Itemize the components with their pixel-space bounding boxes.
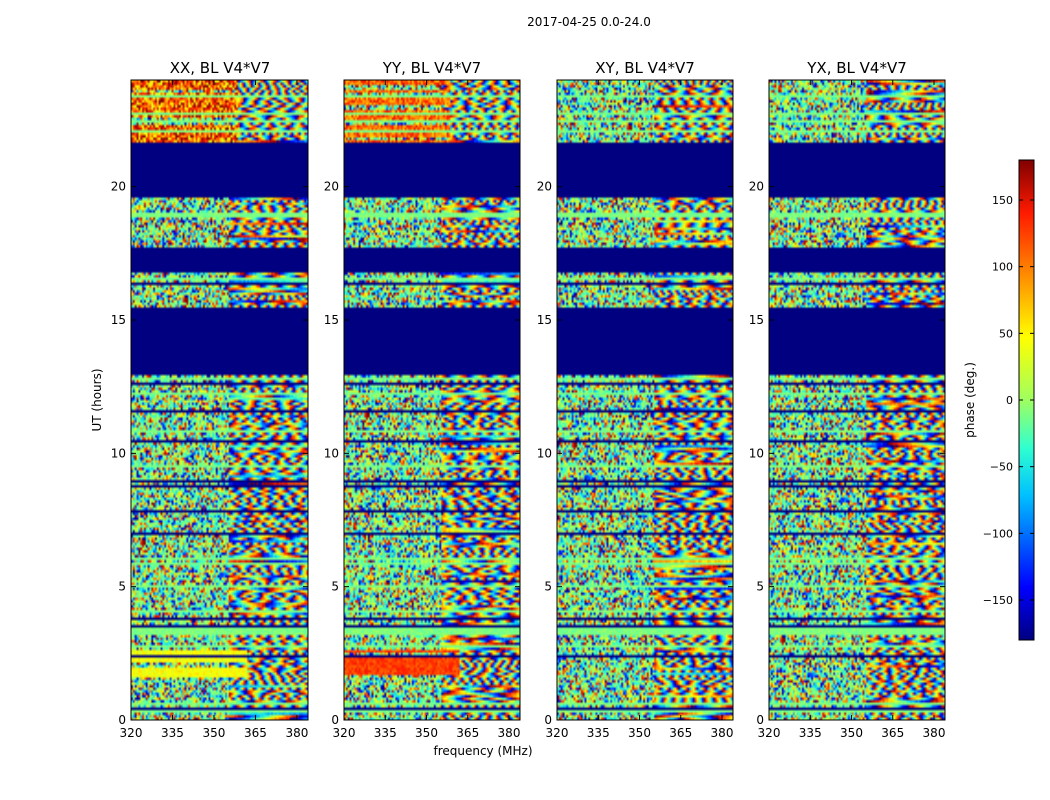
y-tick-label-xx-1: 5 xyxy=(118,580,126,594)
panel-title-yx: YX, BL V4*V7 xyxy=(806,59,907,77)
x-tick-label-yx-2: 350 xyxy=(840,726,863,740)
x-tick-label-yx-0: 320 xyxy=(758,726,781,740)
plot-frame-yx xyxy=(768,79,946,721)
y-tick-label-xy-4: 20 xyxy=(537,180,552,194)
y-tick-label-xx-0: 0 xyxy=(118,713,126,727)
cb-tick-label-3: 0 xyxy=(1006,394,1013,407)
x-tick-label-yy-0: 320 xyxy=(333,726,356,740)
x-tick-label-xy-1: 335 xyxy=(587,726,610,740)
x-tick-label-xx-1: 335 xyxy=(161,726,184,740)
plot-frame-yy xyxy=(343,79,521,721)
plot-frame-xx xyxy=(130,79,309,721)
x-tick-label-xy-2: 350 xyxy=(628,726,651,740)
panel-title-xx: XX, BL V4*V7 xyxy=(170,59,271,77)
colorbar-ticks: 150 100 50 0 −50 −100 −150 xyxy=(983,194,1034,607)
heatmap-xx xyxy=(131,80,308,720)
y-tick-label-yx-0: 0 xyxy=(756,713,764,727)
y-tick-label-yx-2: 10 xyxy=(749,446,764,460)
y-tick-label-xy-1: 5 xyxy=(544,580,552,594)
y-tick-label-xx-3: 15 xyxy=(111,313,126,327)
x-tick-label-xx-4: 380 xyxy=(285,726,308,740)
x-tick-label-xy-4: 380 xyxy=(711,726,734,740)
y-axis-label: UT (hours) xyxy=(90,368,104,431)
axis-ticks: 320 335 350 365 380 0 5 10 15 20 320 335 350 365 380 0 5… xyxy=(111,80,946,740)
heatmap-yx xyxy=(769,80,945,720)
colorbar-label: phase (deg.) xyxy=(963,362,977,438)
heatmap-yy xyxy=(344,80,520,720)
x-tick-label-yy-1: 335 xyxy=(374,726,397,740)
cb-tick-label-0: 150 xyxy=(992,194,1013,207)
cb-tick-label-2: 50 xyxy=(999,327,1013,340)
figure-title: 2017-04-25 0.0-24.0 xyxy=(527,15,651,29)
y-tick-label-yx-4: 20 xyxy=(749,180,764,194)
x-tick-label-xx-0: 320 xyxy=(120,726,143,740)
y-tick-label-yy-0: 0 xyxy=(331,713,339,727)
y-tick-label-yy-3: 15 xyxy=(324,313,339,327)
y-tick-label-yx-3: 15 xyxy=(749,313,764,327)
x-tick-label-yx-3: 365 xyxy=(881,726,904,740)
x-axis-label: frequency (MHz) xyxy=(433,744,532,758)
y-tick-label-yy-2: 10 xyxy=(324,446,339,460)
y-tick-label-xx-4: 20 xyxy=(111,180,126,194)
cb-tick-label-5: −100 xyxy=(983,527,1013,540)
x-tick-label-xx-2: 350 xyxy=(203,726,226,740)
x-tick-label-yx-4: 380 xyxy=(923,726,946,740)
panel-title-yy: YY, BL V4*V7 xyxy=(382,59,481,77)
y-tick-label-xy-0: 0 xyxy=(544,713,552,727)
x-tick-label-xy-0: 320 xyxy=(546,726,569,740)
y-tick-label-xy-3: 15 xyxy=(537,313,552,327)
cb-tick-label-6: −150 xyxy=(983,594,1013,607)
panel-title-xy: XY, BL V4*V7 xyxy=(595,59,695,77)
x-tick-label-xx-3: 365 xyxy=(244,726,267,740)
x-tick-label-yy-3: 365 xyxy=(456,726,479,740)
y-tick-label-yy-4: 20 xyxy=(324,180,339,194)
heatmap-xy xyxy=(557,80,733,720)
y-tick-label-yy-1: 5 xyxy=(331,580,339,594)
x-tick-label-yy-4: 380 xyxy=(498,726,521,740)
y-tick-label-xx-2: 10 xyxy=(111,446,126,460)
y-tick-label-yx-1: 5 xyxy=(756,580,764,594)
x-tick-label-yx-1: 335 xyxy=(799,726,822,740)
cb-tick-label-4: −50 xyxy=(990,461,1013,474)
y-tick-label-xy-2: 10 xyxy=(537,446,552,460)
x-tick-label-yy-2: 350 xyxy=(415,726,438,740)
cb-tick-label-1: 100 xyxy=(992,261,1013,274)
x-tick-label-xy-3: 365 xyxy=(669,726,692,740)
plot-frame-xy xyxy=(556,79,734,721)
